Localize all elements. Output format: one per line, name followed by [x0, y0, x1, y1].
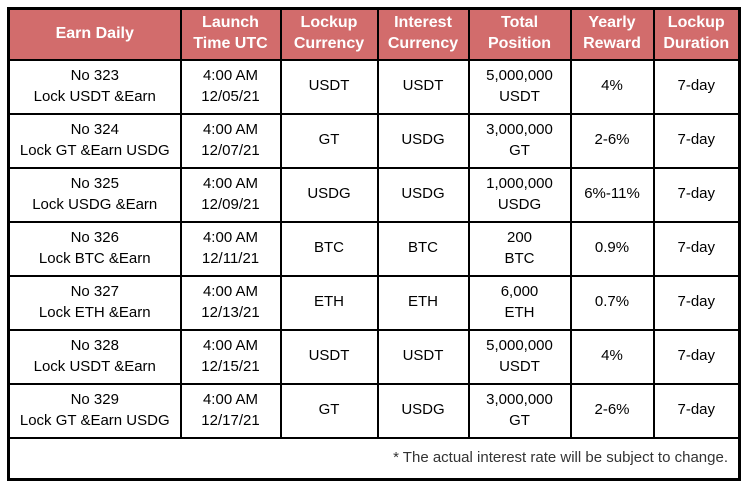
cell-interest-currency: USDG	[376, 166, 470, 223]
cell-program: No 329 Lock GT &Earn USDG	[7, 382, 182, 439]
col-header-total-position: Total Position	[467, 7, 572, 61]
cell-yearly-reward: 6%-11%	[569, 166, 655, 223]
cell-launch-time: 4:00 AM 12/13/21	[179, 274, 282, 331]
cell-program: No 324 Lock GT &Earn USDG	[7, 112, 182, 169]
cell-interest-currency: BTC	[376, 220, 470, 277]
cell-lockup-currency: ETH	[279, 274, 379, 331]
cell-yearly-reward: 2-6%	[569, 382, 655, 439]
cell-launch-time: 4:00 AM 12/05/21	[179, 58, 282, 115]
cell-lockup-duration: 7-day	[652, 166, 741, 223]
cell-lockup-currency: GT	[279, 382, 379, 439]
table-row: No 329 Lock GT &Earn USDG 4:00 AM 12/17/21 G…	[7, 382, 741, 439]
cell-interest-currency: USDT	[376, 328, 470, 385]
table-row: No 327 Lock ETH &Earn 4:00 AM 12/13/21 ETH ET…	[7, 274, 741, 331]
cell-launch-time: 4:00 AM 12/11/21	[179, 220, 282, 277]
table-row: No 324 Lock GT &Earn USDG 4:00 AM 12/07/21 G…	[7, 112, 741, 169]
cell-total-position: 5,000,000 USDT	[467, 328, 572, 385]
cell-launch-time: 4:00 AM 12/17/21	[179, 382, 282, 439]
cell-total-position: 1,000,000 USDG	[467, 166, 572, 223]
cell-lockup-currency: USDT	[279, 328, 379, 385]
cell-program: No 327 Lock ETH &Earn	[7, 274, 182, 331]
cell-yearly-reward: 0.9%	[569, 220, 655, 277]
cell-lockup-duration: 7-day	[652, 58, 741, 115]
cell-lockup-currency: USDG	[279, 166, 379, 223]
table-body: No 323 Lock USDT &Earn 4:00 AM 12/05/21 USDT…	[7, 58, 741, 439]
cell-total-position: 3,000,000 GT	[467, 112, 572, 169]
cell-yearly-reward: 4%	[569, 58, 655, 115]
col-header-lockup-duration: Lockup Duration	[652, 7, 741, 61]
cell-lockup-duration: 7-day	[652, 220, 741, 277]
cell-total-position: 200 BTC	[467, 220, 572, 277]
col-header-yearly-reward: Yearly Reward	[569, 7, 655, 61]
cell-interest-currency: USDG	[376, 112, 470, 169]
cell-yearly-reward: 4%	[569, 328, 655, 385]
cell-launch-time: 4:00 AM 12/07/21	[179, 112, 282, 169]
cell-launch-time: 4:00 AM 12/15/21	[179, 328, 282, 385]
cell-lockup-duration: 7-day	[652, 274, 741, 331]
cell-lockup-currency: GT	[279, 112, 379, 169]
earn-daily-table-wrapper: Earn Daily Launch Time UTC Lockup Curren…	[7, 7, 741, 481]
cell-yearly-reward: 2-6%	[569, 112, 655, 169]
cell-yearly-reward: 0.7%	[569, 274, 655, 331]
cell-program: No 328 Lock USDT &Earn	[7, 328, 182, 385]
cell-interest-currency: USDG	[376, 382, 470, 439]
cell-total-position: 5,000,000 USDT	[467, 58, 572, 115]
cell-interest-currency: USDT	[376, 58, 470, 115]
table-row: No 328 Lock USDT &Earn 4:00 AM 12/15/21 USDT…	[7, 328, 741, 385]
cell-lockup-currency: USDT	[279, 58, 379, 115]
table-row: No 323 Lock USDT &Earn 4:00 AM 12/05/21 USDT…	[7, 58, 741, 115]
cell-launch-time: 4:00 AM 12/09/21	[179, 166, 282, 223]
cell-program: No 326 Lock BTC &Earn	[7, 220, 182, 277]
earn-daily-table: Earn Daily Launch Time UTC Lockup Curren…	[7, 7, 741, 481]
cell-total-position: 3,000,000 GT	[467, 382, 572, 439]
cell-program: No 323 Lock USDT &Earn	[7, 58, 182, 115]
col-header-interest-currency: Interest Currency	[376, 7, 470, 61]
cell-lockup-duration: 7-day	[652, 112, 741, 169]
cell-program: No 325 Lock USDG &Earn	[7, 166, 182, 223]
cell-lockup-duration: 7-day	[652, 382, 741, 439]
col-header-launch-time-utc: Launch Time UTC	[179, 7, 282, 61]
header-row: Earn Daily Launch Time UTC Lockup Curren…	[7, 7, 741, 61]
col-header-earn-daily: Earn Daily	[7, 7, 182, 61]
footnote: * The actual interest rate will be subje…	[7, 436, 741, 481]
cell-total-position: 6,000 ETH	[467, 274, 572, 331]
cell-lockup-duration: 7-day	[652, 328, 741, 385]
table-row: No 326 Lock BTC &Earn 4:00 AM 12/11/21 BTC BT…	[7, 220, 741, 277]
cell-interest-currency: ETH	[376, 274, 470, 331]
footnote-row: * The actual interest rate will be subje…	[7, 436, 741, 481]
table-row: No 325 Lock USDG &Earn 4:00 AM 12/09/21 USDG…	[7, 166, 741, 223]
col-header-lockup-currency: Lockup Currency	[279, 7, 379, 61]
cell-lockup-currency: BTC	[279, 220, 379, 277]
